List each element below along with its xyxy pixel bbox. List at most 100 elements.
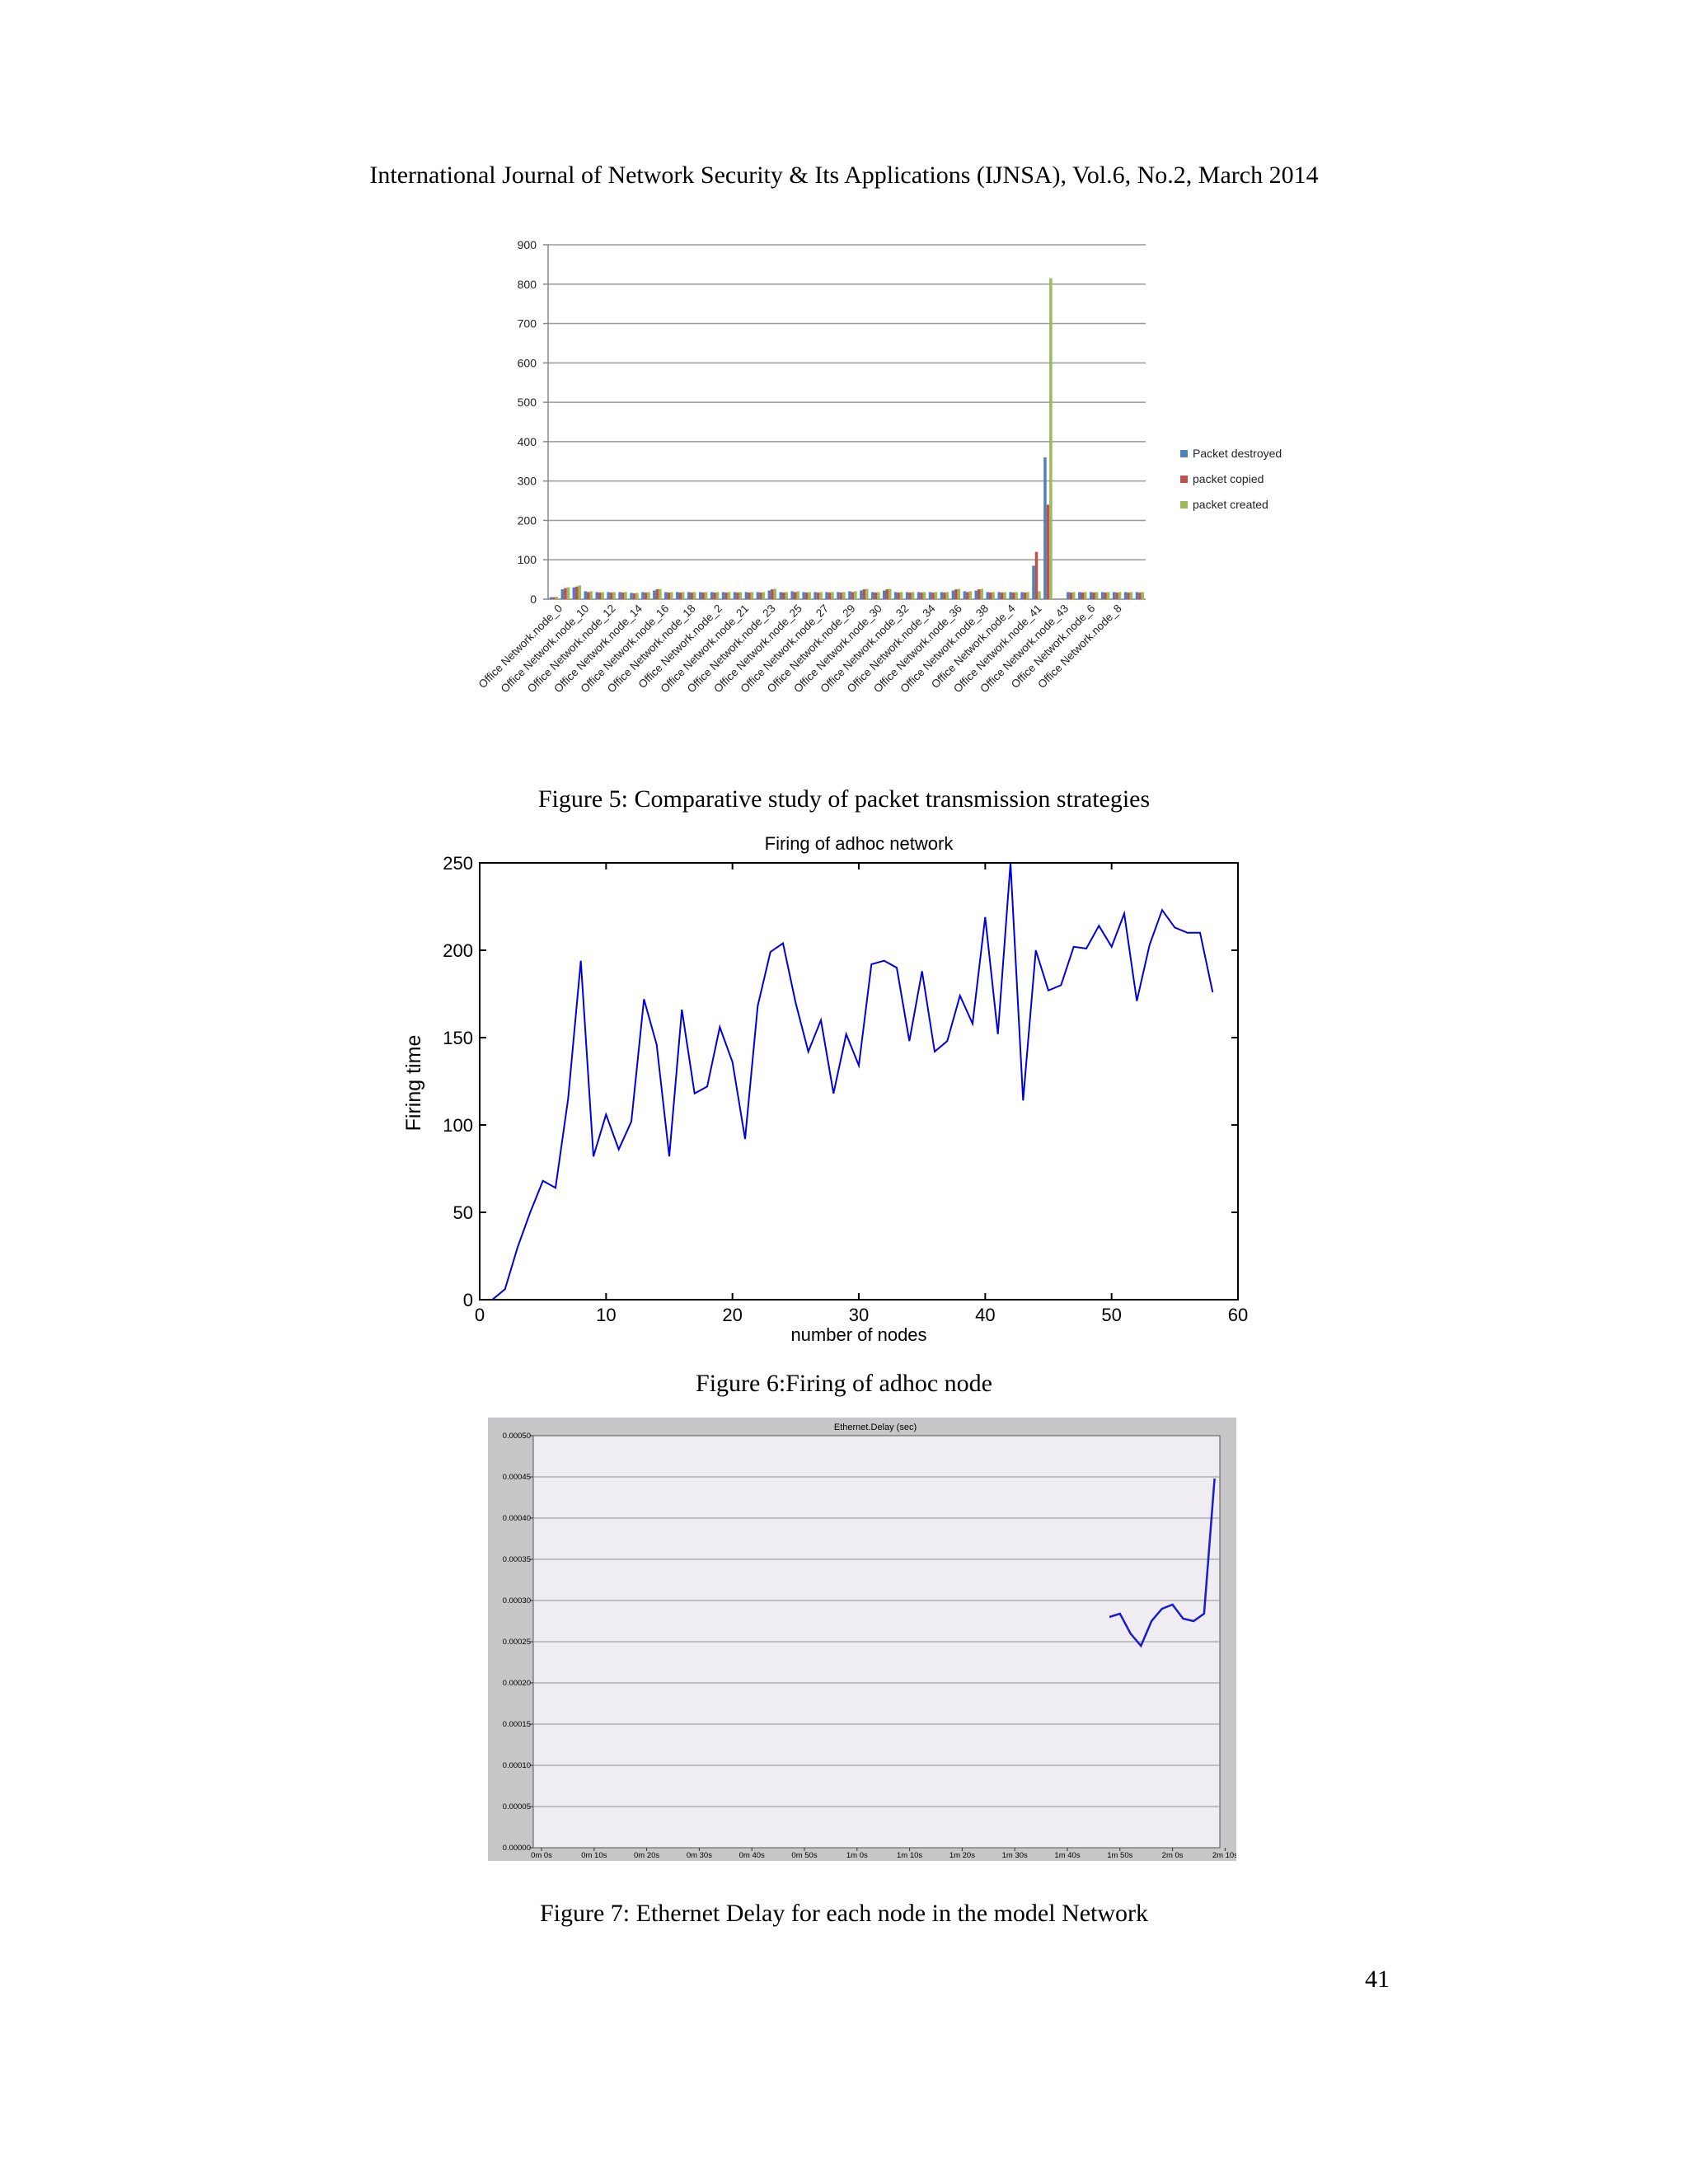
bar [1020, 592, 1024, 599]
bar [738, 592, 743, 599]
bar [609, 592, 613, 599]
bar [816, 592, 820, 599]
x-tick-label: 0m 50s [791, 1851, 817, 1860]
bar [555, 597, 559, 599]
bar [1034, 551, 1039, 599]
bar [575, 586, 579, 599]
x-tick-label: 40 [975, 1305, 995, 1325]
bar [782, 592, 785, 599]
page-number: 41 [1365, 1966, 1390, 1993]
bar [790, 591, 794, 599]
y-tick-label: 700 [518, 317, 537, 330]
bar [1081, 592, 1084, 599]
bar [928, 592, 932, 599]
bar [920, 592, 923, 599]
legend-label: packet copied [1193, 472, 1264, 485]
bar [814, 592, 817, 599]
bar [954, 589, 958, 599]
bar [624, 592, 627, 599]
x-tick-label: 60 [1228, 1305, 1248, 1325]
legend-swatch [1180, 450, 1188, 457]
bar [598, 592, 602, 599]
bar [670, 592, 673, 599]
y-tick-label: 0 [463, 1290, 473, 1310]
bar [667, 592, 671, 599]
x-axis-label: number of nodes [790, 1324, 926, 1345]
figure-6-line-chart: Firing of adhoc network 0 10 20 30 40 50 60 0 50… [443, 833, 1248, 1345]
legend-swatch [1180, 501, 1188, 509]
bar [828, 592, 832, 599]
y-tick-label: 0.00015 [503, 1720, 531, 1729]
bar [630, 593, 633, 599]
bar [655, 589, 659, 599]
bar [940, 592, 944, 599]
y-tick-label: 300 [518, 475, 537, 488]
bar [974, 590, 978, 599]
y-tick-label: 400 [518, 435, 537, 448]
legend-label: packet created [1193, 498, 1268, 511]
bar [997, 592, 1001, 599]
bar [1127, 592, 1130, 599]
bar [641, 592, 645, 599]
bar [779, 592, 783, 599]
bar [839, 592, 843, 599]
bar [986, 592, 989, 599]
y-tick-label: 800 [518, 278, 537, 291]
y-tick-label: 200 [443, 940, 473, 961]
bar [802, 592, 805, 599]
bar [917, 592, 921, 599]
figure-7-caption: Figure 7: Ethernet Delay for each node i… [539, 1900, 1149, 1927]
bar [1135, 592, 1139, 599]
bar [612, 592, 616, 599]
bar [1104, 592, 1107, 599]
bar [647, 592, 650, 599]
bar [1138, 592, 1142, 599]
bar [692, 592, 696, 599]
x-tick-label: 20 [722, 1305, 742, 1325]
bar [715, 592, 720, 599]
y-tick-label: 0.00030 [503, 1596, 531, 1605]
bar [1043, 457, 1047, 599]
bar [1092, 592, 1095, 599]
bar [1123, 592, 1128, 599]
bar [1106, 592, 1110, 599]
x-tick-label: 1m 0s [846, 1851, 868, 1860]
x-tick-label: 2m 10s [1212, 1851, 1236, 1860]
bar [1141, 592, 1145, 599]
y-tick-label: 250 [443, 853, 473, 874]
bar [804, 592, 809, 599]
figure-6-caption: Figure 6:Firing of adhoc node [696, 1370, 992, 1397]
x-tick-label: 0m 20s [634, 1851, 659, 1860]
bar [1038, 591, 1041, 599]
bar [1026, 592, 1029, 599]
bar [659, 588, 662, 599]
bar [1046, 504, 1050, 599]
bar [690, 592, 693, 599]
bar [721, 592, 725, 599]
bar [963, 591, 967, 599]
bar [931, 592, 935, 599]
bar [1089, 592, 1093, 599]
legend-swatch [1180, 476, 1188, 483]
bar [762, 592, 766, 599]
bar [1011, 592, 1015, 599]
plot-frame [479, 862, 1239, 1301]
bar [934, 592, 938, 599]
bar [1067, 592, 1070, 599]
bar [664, 592, 668, 599]
bar [1115, 592, 1118, 599]
chart-title: Firing of adhoc network [765, 833, 954, 854]
bar [854, 591, 857, 599]
bar [888, 588, 892, 599]
bar [595, 592, 598, 599]
bar [584, 591, 587, 599]
bar [922, 592, 926, 599]
bar [1078, 592, 1081, 599]
bar [1083, 592, 1087, 599]
y-tick-label: 0.00005 [503, 1802, 531, 1811]
bar [1100, 592, 1104, 599]
bar [808, 592, 811, 599]
x-tick-label: 1m 20s [950, 1851, 975, 1860]
bar [682, 592, 685, 599]
bar [560, 589, 565, 599]
